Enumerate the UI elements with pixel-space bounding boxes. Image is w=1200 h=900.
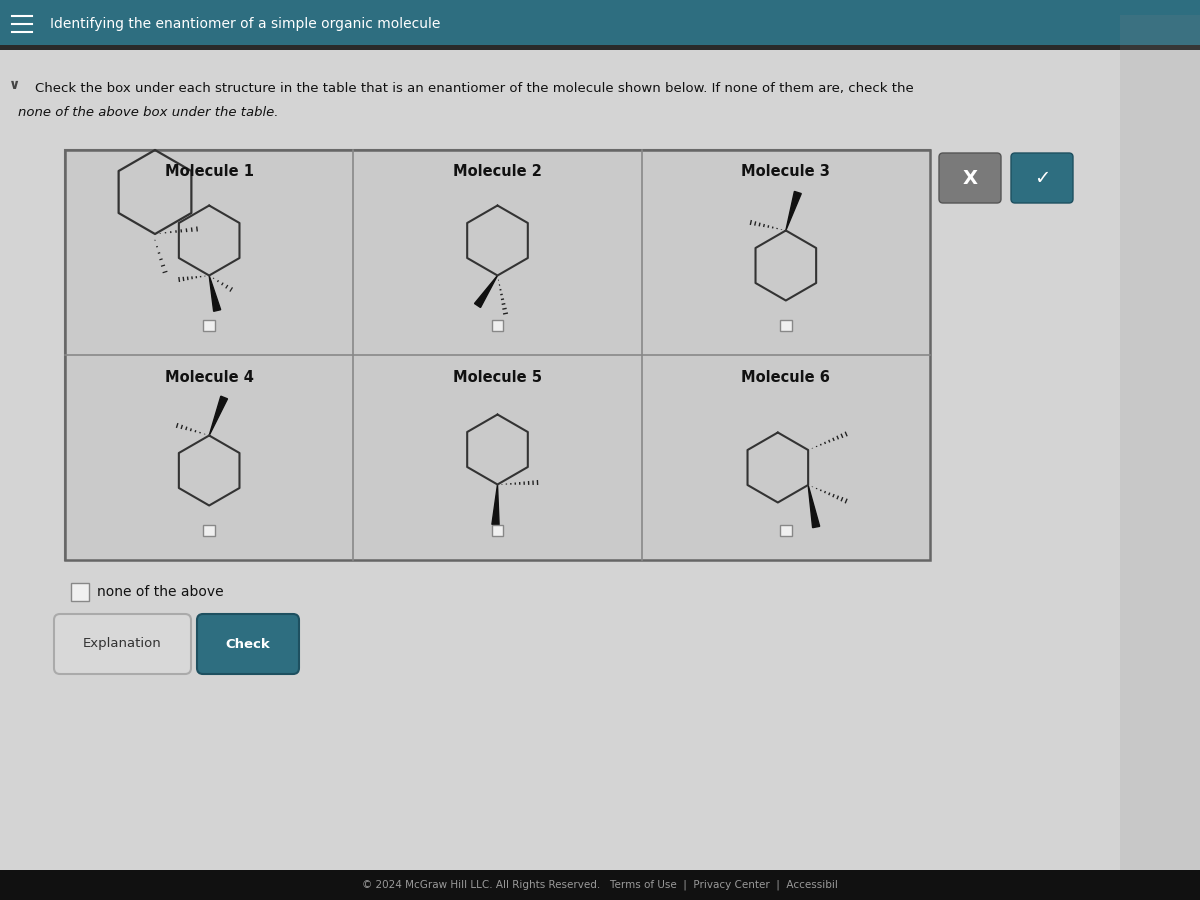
- FancyBboxPatch shape: [1012, 153, 1073, 203]
- Polygon shape: [492, 484, 499, 525]
- Text: none of the above box under the table.: none of the above box under the table.: [18, 105, 278, 119]
- Bar: [642, 355, 930, 560]
- Text: X: X: [962, 168, 978, 187]
- Bar: [642, 150, 930, 355]
- FancyBboxPatch shape: [54, 614, 191, 674]
- Text: Check the box under each structure in the table that is an enantiomer of the mol: Check the box under each structure in th…: [35, 82, 913, 94]
- Bar: [204, 525, 215, 536]
- Text: Explanation: Explanation: [83, 637, 162, 651]
- Polygon shape: [127, 234, 154, 274]
- Bar: [204, 320, 215, 331]
- Text: Check: Check: [226, 637, 270, 651]
- Text: Molecule 4: Molecule 4: [164, 370, 253, 384]
- Text: ✓: ✓: [1034, 168, 1050, 187]
- Polygon shape: [808, 485, 820, 527]
- Bar: [71, 583, 89, 601]
- Text: Molecule 5: Molecule 5: [454, 370, 542, 384]
- Text: Molecule 6: Molecule 6: [742, 370, 830, 384]
- Bar: [492, 525, 503, 536]
- Bar: [0, 0, 1200, 45]
- Bar: [492, 320, 503, 331]
- Bar: [353, 150, 642, 355]
- Text: © 2024 McGraw Hill LLC. All Rights Reserved.   Terms of Use  |  Privacy Center  : © 2024 McGraw Hill LLC. All Rights Reser…: [362, 880, 838, 890]
- Bar: [353, 355, 642, 560]
- Bar: [780, 525, 792, 536]
- Text: Molecule 1: Molecule 1: [164, 165, 253, 179]
- Text: Identifying the enantiomer of a simple organic molecule: Identifying the enantiomer of a simple o…: [50, 17, 440, 31]
- Bar: [780, 320, 792, 331]
- Polygon shape: [209, 396, 228, 436]
- Text: Molecule 2: Molecule 2: [454, 165, 542, 179]
- Text: none of the above: none of the above: [97, 585, 223, 599]
- Polygon shape: [209, 275, 221, 311]
- Bar: [65, 150, 353, 355]
- Polygon shape: [474, 275, 498, 308]
- FancyBboxPatch shape: [197, 614, 299, 674]
- Text: ∨: ∨: [10, 78, 20, 92]
- Bar: [65, 355, 353, 560]
- Bar: [65, 150, 930, 560]
- FancyBboxPatch shape: [940, 153, 1001, 203]
- Bar: [65, 150, 930, 560]
- Text: Molecule 3: Molecule 3: [742, 165, 830, 179]
- Polygon shape: [786, 192, 802, 230]
- Bar: [1120, 15, 1200, 870]
- Bar: [0, 870, 1200, 900]
